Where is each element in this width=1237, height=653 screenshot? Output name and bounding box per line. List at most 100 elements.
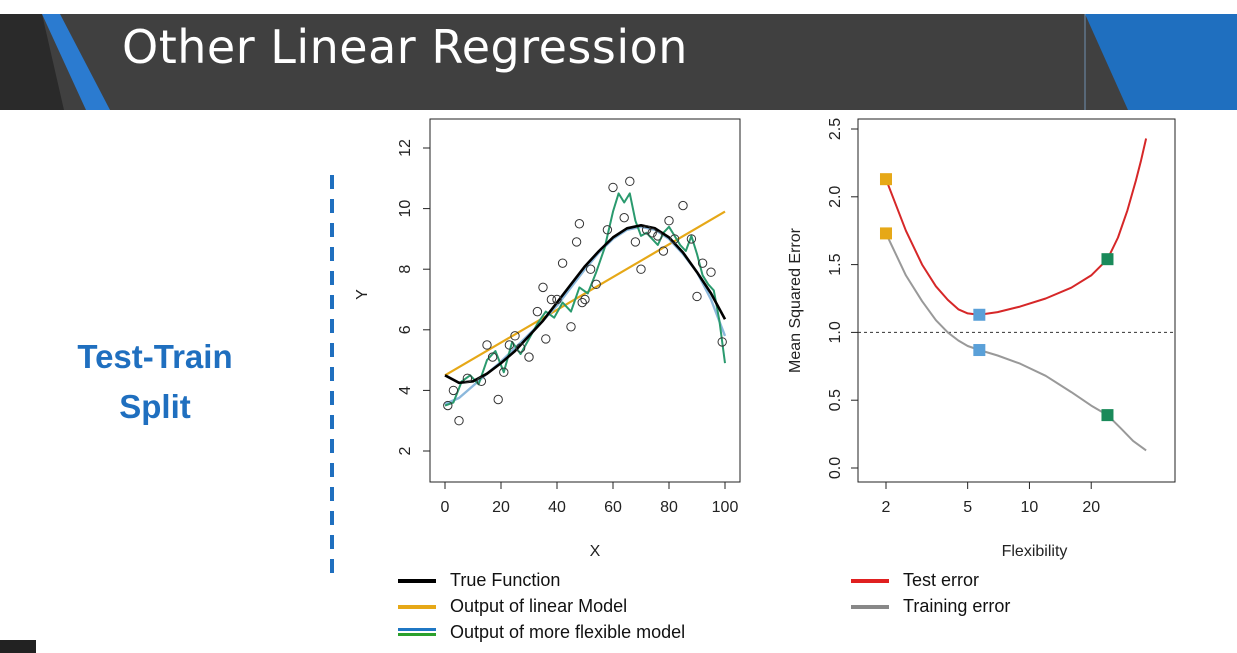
dashed-divider: [330, 175, 334, 580]
data-point: [499, 367, 509, 377]
y-tick-label: 1.5: [827, 253, 844, 275]
y-tick-label: 2: [397, 446, 414, 455]
data-point: [678, 200, 688, 211]
legend-label: Test error: [903, 570, 980, 590]
y-tick-label: 1.0: [827, 321, 844, 343]
y-tick-label: 12: [397, 139, 414, 157]
data-point: [647, 228, 657, 238]
data-point: [717, 337, 727, 347]
data-point: [653, 231, 663, 241]
y-tick-label: 0.0: [827, 457, 844, 479]
y-tick-label: 2.0: [827, 186, 844, 208]
data-point: [510, 331, 520, 341]
x-tick-label: 60: [604, 499, 622, 516]
data-point: [580, 294, 590, 305]
data-point: [552, 294, 562, 305]
legend-label: Output of linear Model: [450, 596, 628, 616]
x-tick-label: 40: [548, 499, 566, 516]
test-error-curve: [885, 138, 1148, 316]
legend-swatch: [398, 633, 436, 636]
data-point: [571, 237, 582, 247]
point-marker: [1101, 409, 1114, 422]
legend-swatch: [398, 605, 436, 609]
y-axis-label: Mean Squared Error: [787, 227, 804, 373]
data-point: [577, 297, 587, 308]
x-tick-label: 20: [1082, 499, 1100, 516]
title-bar-left-shade: [0, 14, 64, 110]
legend-swatch: [398, 628, 436, 631]
x-tick-label: 20: [492, 499, 510, 516]
data-point: [692, 291, 702, 302]
slide-title: Other Linear Regression: [122, 20, 688, 74]
x-tick-label: 80: [660, 499, 678, 516]
side-label: Test-Train Split: [40, 332, 270, 432]
legend-label: True Function: [450, 570, 561, 590]
data-point: [515, 343, 526, 353]
y-tick-label: 4: [397, 386, 414, 395]
true-function-line: [444, 224, 727, 385]
x-axis-label: Flexibility: [1002, 543, 1068, 560]
data-point: [524, 352, 534, 362]
data-point: [697, 258, 708, 268]
title-bar-background: [0, 14, 1237, 110]
side-label-line2: Split: [119, 388, 191, 425]
legend-label: Output of more flexible model: [450, 622, 686, 642]
point-marker: [879, 173, 892, 186]
data-point: [557, 258, 568, 268]
y-tick-label: 10: [397, 200, 414, 218]
data-point: [636, 264, 646, 274]
data-point: [462, 373, 473, 383]
data-point: [664, 216, 674, 226]
data-point: [686, 234, 697, 244]
flexible-model-wiggly-line: [444, 192, 726, 407]
title-bar: [0, 14, 1237, 110]
x-tick-label: 10: [1021, 499, 1039, 516]
x-tick-label: 100: [712, 499, 739, 516]
data-point: [538, 282, 548, 293]
point-marker: [973, 308, 986, 321]
side-label-line1: Test-Train: [77, 338, 233, 375]
data-point: [608, 182, 618, 193]
data-point: [591, 279, 601, 290]
data-point: [504, 340, 515, 350]
y-tick-label: 0.5: [827, 389, 844, 411]
data-point: [476, 376, 487, 387]
data-point: [585, 264, 596, 274]
chart-scatter-fit: 0 20 40 60 80 100 2 4 6 8 10 12 X Y: [354, 118, 741, 560]
data-point: [454, 416, 464, 426]
legend-swatch: [851, 579, 889, 583]
plot-frame: [429, 118, 741, 483]
x-tick-label: 0: [441, 499, 450, 516]
data-point: [482, 340, 492, 350]
data-point: [493, 394, 503, 405]
legend-swatch: [398, 579, 436, 583]
title-bar-left-accent: [42, 14, 110, 110]
data-point: [619, 212, 629, 223]
data-point: [630, 237, 641, 247]
data-point: [546, 294, 557, 305]
corner-mark: [0, 640, 36, 653]
x-axis-label: X: [590, 543, 601, 560]
point-marker: [1101, 253, 1114, 266]
data-point: [658, 246, 669, 256]
data-point: [625, 176, 635, 187]
x-tick-label: 5: [963, 499, 972, 516]
x-tick-label: 2: [882, 499, 891, 516]
chart-mse-flexibility: 2 5 10 20 0.0 0.5 1.0 1.5 2.0 2.5 Flexibility Mean …: [787, 118, 1176, 560]
data-point: [566, 322, 576, 332]
data-point: [487, 352, 498, 362]
legend-swatch: [851, 605, 889, 609]
linear-model-line: [444, 210, 726, 377]
data-point: [574, 219, 585, 229]
data-point: [541, 334, 551, 344]
data-point: [443, 400, 453, 411]
y-tick-label: 8: [397, 265, 414, 274]
data-point: [602, 225, 613, 235]
y-axis-label: Y: [354, 289, 371, 300]
point-marker: [973, 344, 986, 357]
data-point: [448, 385, 459, 396]
y-tick-label: 2.5: [827, 118, 844, 140]
title-bar-right-accent: [1085, 14, 1237, 110]
y-tick-label: 6: [397, 325, 414, 334]
